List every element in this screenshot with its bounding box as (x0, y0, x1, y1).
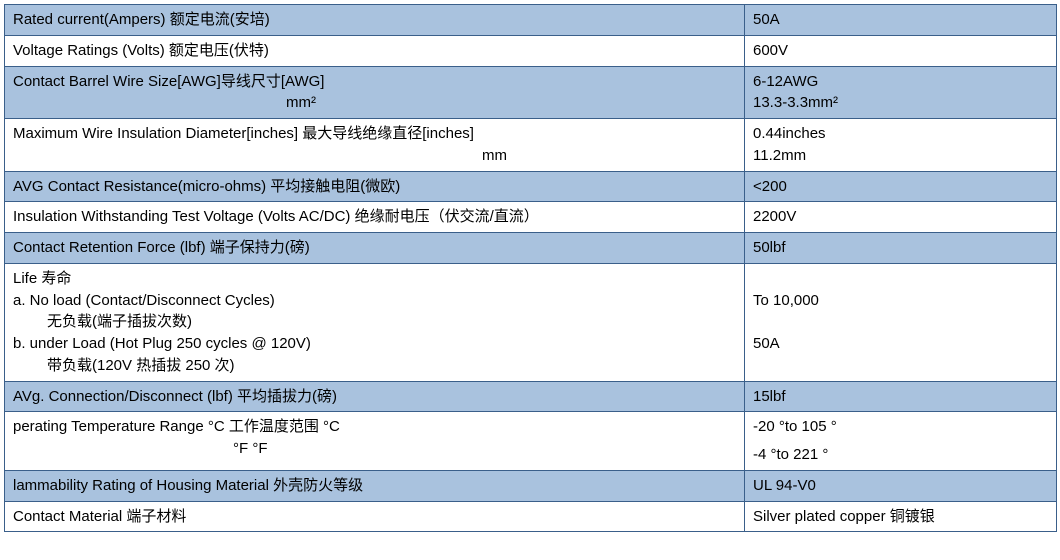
spec-label: AVG Contact Resistance(micro-ohms) 平均接触电… (5, 171, 745, 202)
spec-value: To 10,000 50A (745, 263, 1057, 381)
spec-value: 6-12AWG 13.3-3.3mm² (745, 66, 1057, 119)
table-row: AVg. Connection/Disconnect (lbf) 平均插拔力(磅… (5, 381, 1057, 412)
table-row: Maximum Wire Insulation Diameter[inches]… (5, 119, 1057, 172)
value-line1: 0.44inches (753, 125, 826, 142)
spec-label: perating Temperature Range °C 工作温度范围 °C … (5, 412, 745, 471)
spec-label: Life 寿命 a. No load (Contact/Disconnect C… (5, 263, 745, 381)
spec-label: AVg. Connection/Disconnect (lbf) 平均插拔力(磅… (5, 381, 745, 412)
spec-label: Voltage Ratings (Volts) 额定电压(伏特) (5, 35, 745, 66)
label-line1: Maximum Wire Insulation Diameter[inches]… (13, 125, 474, 142)
table-row: Contact Retention Force (lbf) 端子保持力(磅) 5… (5, 233, 1057, 264)
spec-label: Insulation Withstanding Test Voltage (Vo… (5, 202, 745, 233)
table-row: Voltage Ratings (Volts) 额定电压(伏特) 600V (5, 35, 1057, 66)
table-row: Life 寿命 a. No load (Contact/Disconnect C… (5, 263, 1057, 381)
spec-value: 50A (745, 5, 1057, 36)
life-b-en: b. under Load (Hot Plug 250 cycles @ 120… (13, 333, 736, 355)
spec-value: 2200V (745, 202, 1057, 233)
life-b-cn: 带负载(120V 热插拔 250 次) (13, 355, 736, 377)
value-line2: 13.3-3.3mm² (753, 92, 1048, 114)
life-a-cn: 无负载(端子插拔次数) (13, 311, 736, 333)
value-line2: 11.2mm (753, 145, 1048, 167)
spec-table: Rated current(Ampers) 额定电流(安培) 50A Volta… (4, 4, 1057, 532)
label-line1: Contact Barrel Wire Size[AWG]导线尺寸[AWG] (13, 73, 324, 90)
spec-value: 15lbf (745, 381, 1057, 412)
life-a-en: a. No load (Contact/Disconnect Cycles) (13, 290, 736, 312)
label-line2: °F °F (13, 438, 736, 460)
label-line2: mm² (13, 92, 736, 114)
table-row: perating Temperature Range °C 工作温度范围 °C … (5, 412, 1057, 471)
table-row: AVG Contact Resistance(micro-ohms) 平均接触电… (5, 171, 1057, 202)
life-value-b: 50A (753, 333, 1048, 355)
spec-value: <200 (745, 171, 1057, 202)
spec-value: Silver plated copper 铜镀银 (745, 501, 1057, 532)
spec-value: 600V (745, 35, 1057, 66)
spec-label: Contact Barrel Wire Size[AWG]导线尺寸[AWG] m… (5, 66, 745, 119)
spec-value: 50lbf (745, 233, 1057, 264)
table-row: Rated current(Ampers) 额定电流(安培) 50A (5, 5, 1057, 36)
spec-label: Contact Material 端子材料 (5, 501, 745, 532)
spec-value: -20 °to 105 ° -4 °to 221 ° (745, 412, 1057, 471)
spec-label: Contact Retention Force (lbf) 端子保持力(磅) (5, 233, 745, 264)
life-title: Life 寿命 (13, 270, 71, 287)
spec-value: 0.44inches 11.2mm (745, 119, 1057, 172)
spec-label: Maximum Wire Insulation Diameter[inches]… (5, 119, 745, 172)
table-row: Insulation Withstanding Test Voltage (Vo… (5, 202, 1057, 233)
spec-label: lammability Rating of Housing Material 外… (5, 470, 745, 501)
value-line1: -20 °to 105 ° (753, 418, 837, 435)
spec-value: UL 94-V0 (745, 470, 1057, 501)
table-row: lammability Rating of Housing Material 外… (5, 470, 1057, 501)
label-line1: perating Temperature Range °C 工作温度范围 °C (13, 418, 340, 435)
value-line1: 6-12AWG (753, 73, 818, 90)
spec-label: Rated current(Ampers) 额定电流(安培) (5, 5, 745, 36)
value-line2: -4 °to 221 ° (753, 444, 1048, 466)
life-value-a: To 10,000 (753, 290, 1048, 312)
table-row: Contact Barrel Wire Size[AWG]导线尺寸[AWG] m… (5, 66, 1057, 119)
table-row: Contact Material 端子材料 Silver plated copp… (5, 501, 1057, 532)
label-line2: mm (13, 145, 736, 167)
